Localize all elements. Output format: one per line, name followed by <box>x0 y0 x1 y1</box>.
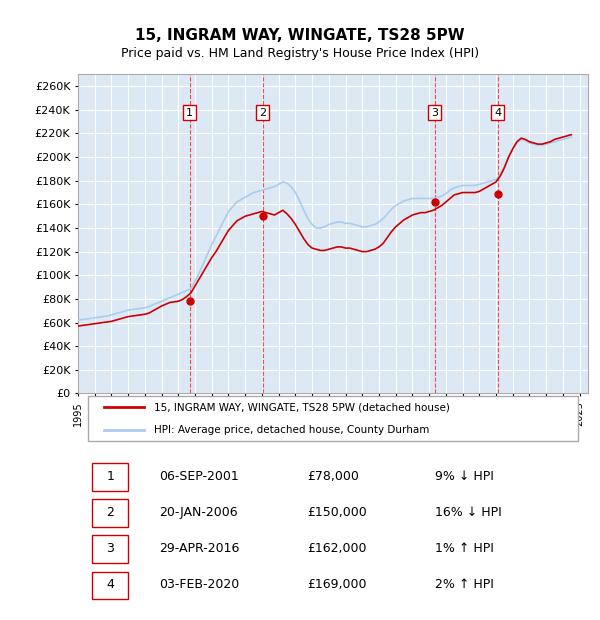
Text: 2% ↑ HPI: 2% ↑ HPI <box>435 578 494 591</box>
Text: 9% ↓ HPI: 9% ↓ HPI <box>435 470 494 483</box>
FancyBboxPatch shape <box>92 499 128 527</box>
Text: 15, INGRAM WAY, WINGATE, TS28 5PW (detached house): 15, INGRAM WAY, WINGATE, TS28 5PW (detac… <box>155 402 451 412</box>
Text: 1% ↑ HPI: 1% ↑ HPI <box>435 542 494 555</box>
Text: 29-APR-2016: 29-APR-2016 <box>160 542 240 555</box>
Text: 06-SEP-2001: 06-SEP-2001 <box>160 470 239 483</box>
Text: 3: 3 <box>431 108 438 118</box>
FancyBboxPatch shape <box>92 572 128 600</box>
Text: 4: 4 <box>106 578 114 591</box>
Text: 4: 4 <box>494 108 501 118</box>
Text: £150,000: £150,000 <box>308 506 367 519</box>
Text: 20-JAN-2006: 20-JAN-2006 <box>160 506 238 519</box>
Text: 15, INGRAM WAY, WINGATE, TS28 5PW: 15, INGRAM WAY, WINGATE, TS28 5PW <box>135 28 465 43</box>
Text: 2: 2 <box>106 506 114 519</box>
Text: 16% ↓ HPI: 16% ↓ HPI <box>435 506 502 519</box>
Text: 1: 1 <box>186 108 193 118</box>
FancyBboxPatch shape <box>92 536 128 564</box>
Text: Price paid vs. HM Land Registry's House Price Index (HPI): Price paid vs. HM Land Registry's House … <box>121 46 479 60</box>
Text: 2: 2 <box>259 108 266 118</box>
Text: £169,000: £169,000 <box>308 578 367 591</box>
Text: £162,000: £162,000 <box>308 542 367 555</box>
FancyBboxPatch shape <box>92 463 128 491</box>
Text: 03-FEB-2020: 03-FEB-2020 <box>160 578 240 591</box>
Text: HPI: Average price, detached house, County Durham: HPI: Average price, detached house, Coun… <box>155 425 430 435</box>
Text: 3: 3 <box>106 542 114 555</box>
FancyBboxPatch shape <box>88 396 578 441</box>
Text: 1: 1 <box>106 470 114 483</box>
Text: £78,000: £78,000 <box>308 470 359 483</box>
